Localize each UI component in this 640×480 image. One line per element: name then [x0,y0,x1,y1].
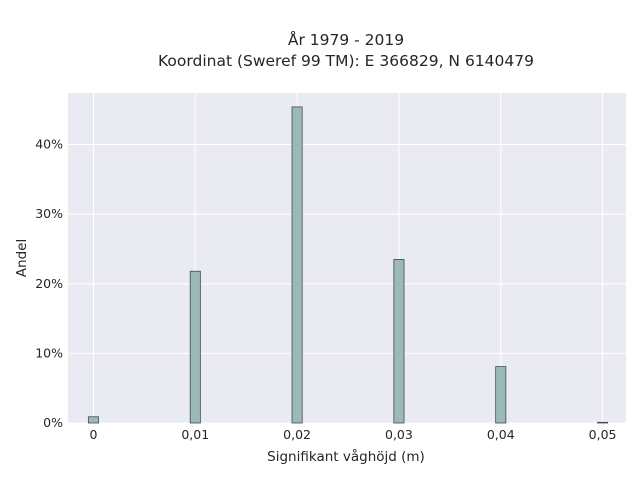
chart-title-line-2: Koordinat (Sweref 99 TM): E 366829, N 61… [158,52,534,70]
y-tick-label: 30% [35,206,63,221]
histogram-bar [291,106,303,424]
y-tick-label: 40% [35,137,63,152]
y-axis-label: Andel [14,239,30,277]
y-tick-label: 0% [43,415,63,430]
histogram-bar [495,366,507,424]
x-tick-label: 0,01 [181,427,209,442]
histogram-bar [87,416,99,424]
x-tick-label: 0,02 [283,427,311,442]
x-tick-label: 0,04 [487,427,515,442]
plot-area [68,93,626,423]
x-axis-ticks: 0 0,01 0,02 0,03 0,04 0,05 [89,427,616,442]
x-axis-label: Signifikant våghöjd (m) [267,448,425,465]
y-axis-ticks: 0% 10% 20% 30% 40% [35,137,63,430]
histogram-bar [597,421,609,424]
chart-title-line-1: År 1979 - 2019 [288,30,404,49]
histogram-bar [189,270,201,424]
histogram-bar [393,258,405,424]
x-tick-label: 0 [89,427,97,442]
y-tick-label: 10% [35,345,63,360]
x-tick-label: 0,05 [589,427,617,442]
y-tick-label: 20% [35,276,63,291]
x-tick-label: 0,03 [385,427,413,442]
bars [87,106,609,424]
